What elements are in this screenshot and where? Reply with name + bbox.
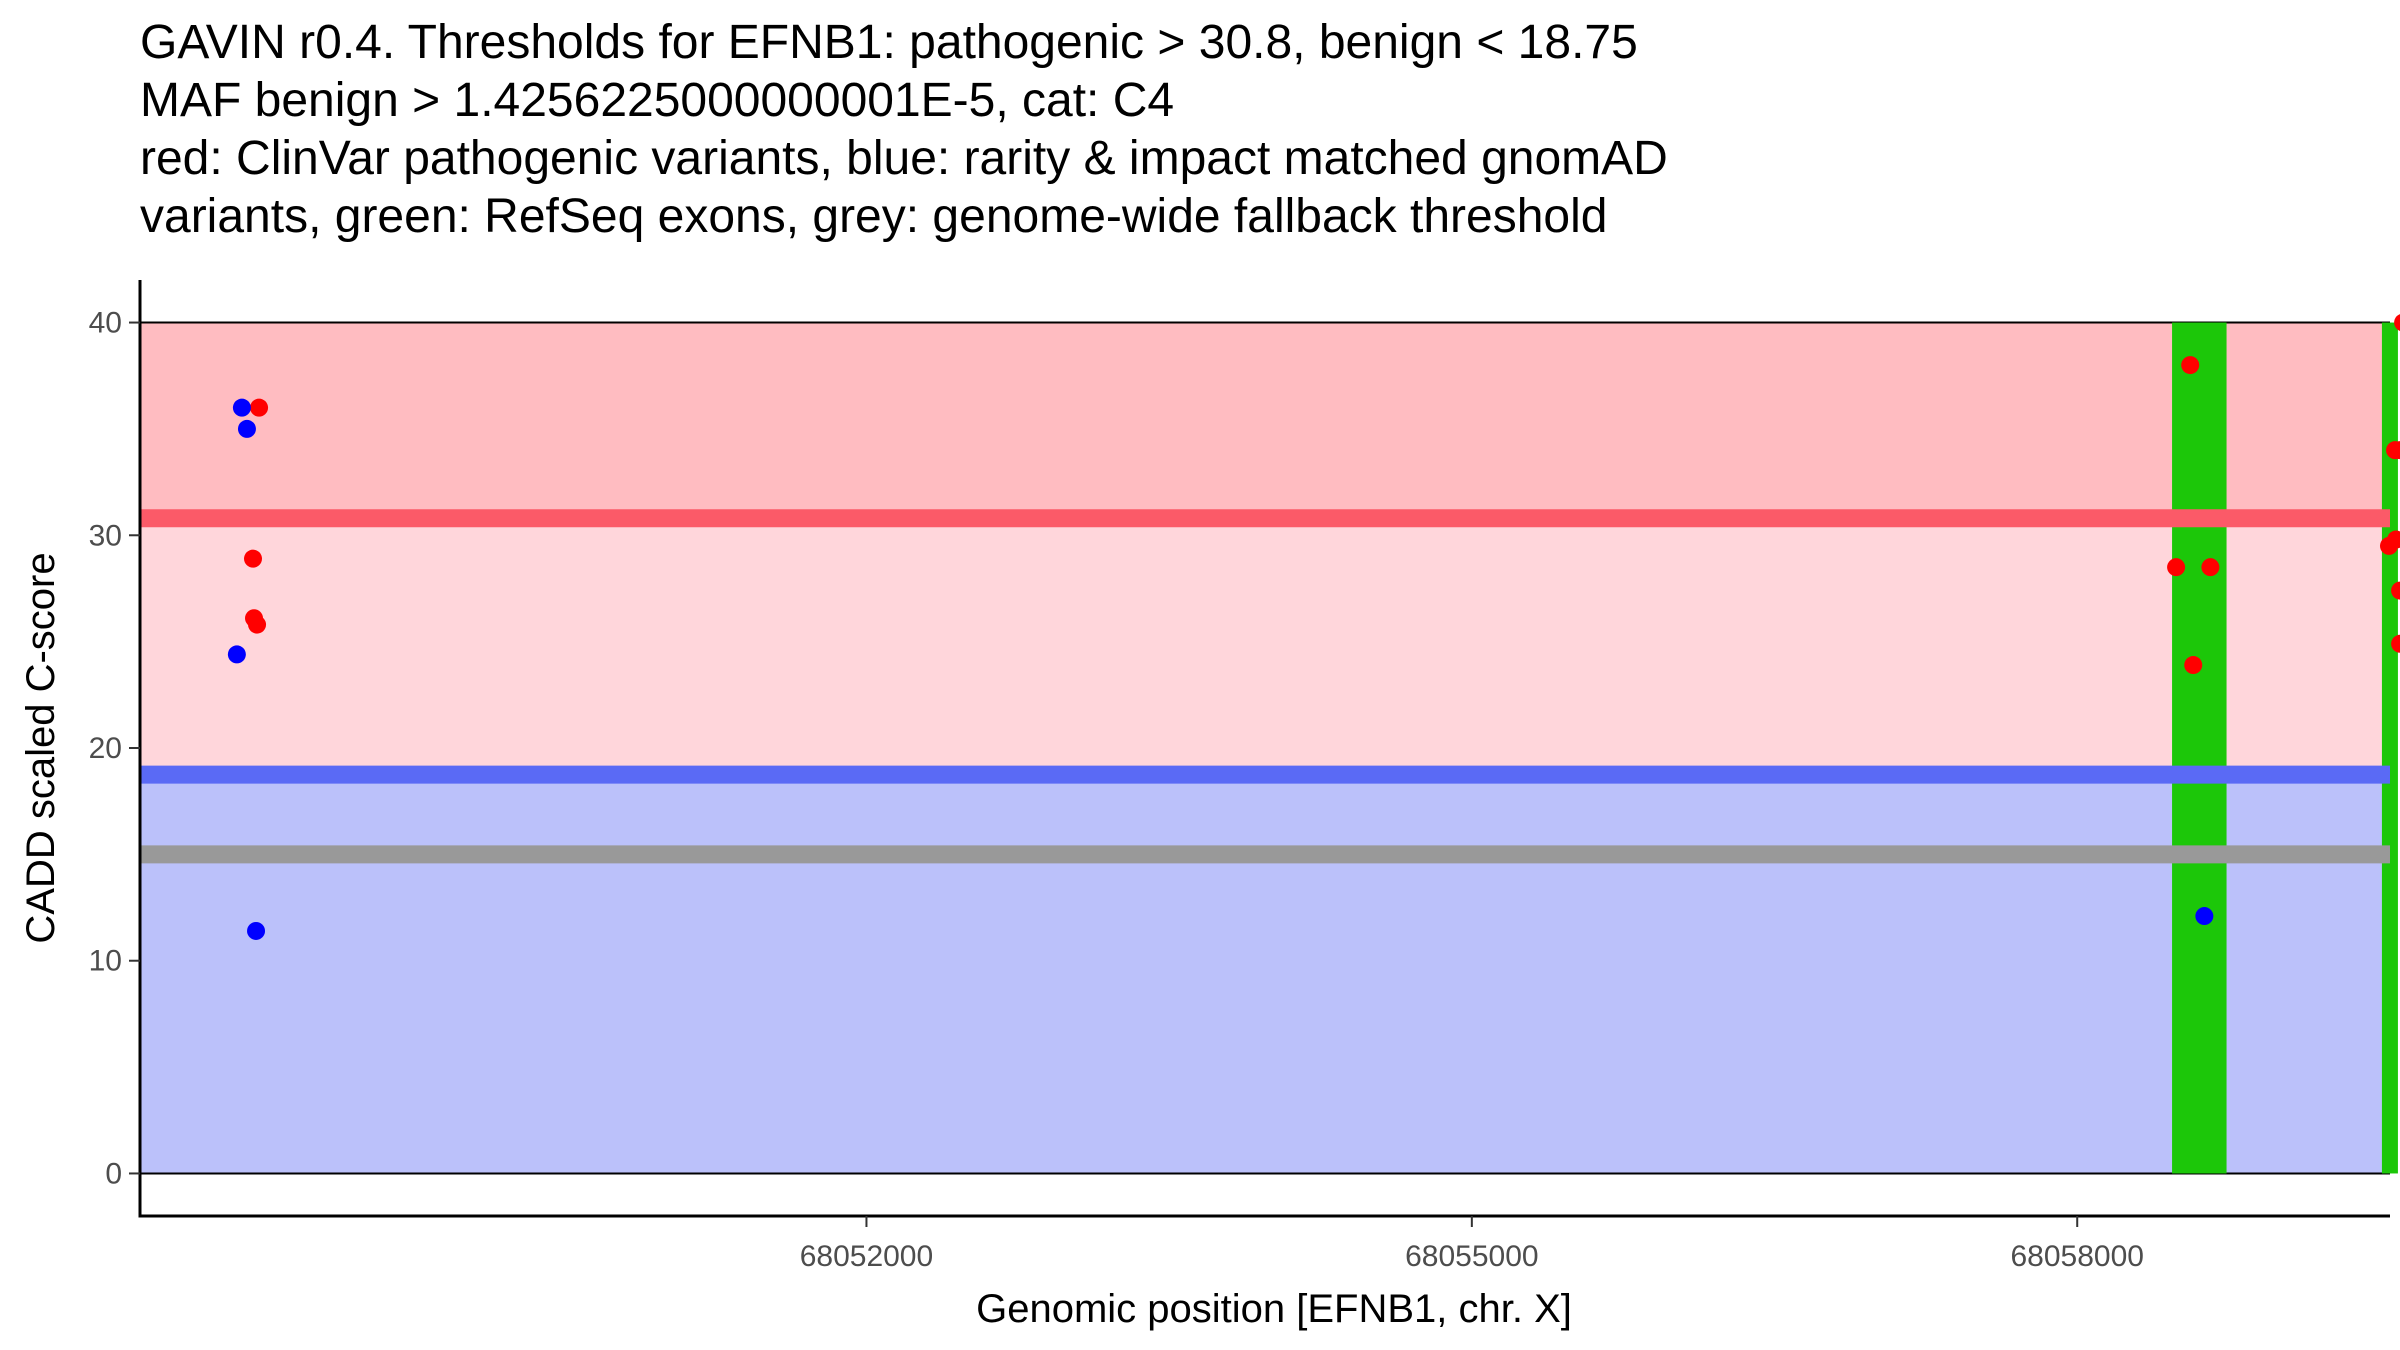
pathogenic-zone (140, 322, 2390, 519)
benign-zone (140, 774, 2390, 1174)
y-tick-label: 30 (89, 519, 122, 552)
clinvar-point (2184, 656, 2203, 675)
clinvar-point (248, 615, 267, 634)
middle-zone (140, 518, 2390, 775)
clinvar-point (2379, 536, 2398, 555)
y-tick-label: 40 (89, 307, 122, 340)
exon-regions (2172, 322, 2398, 1174)
clinvar-point (2391, 634, 2400, 653)
clinvar-point (2391, 441, 2400, 460)
x-tick-label: 68058000 (2010, 1240, 2143, 1273)
axis-ticks: 68052000 68055000 68058000 0 10 20 30 40 (89, 307, 2144, 1273)
clinvar-point (244, 549, 263, 568)
x-tick-label: 68052000 (800, 1240, 933, 1273)
clinvar-point (2181, 356, 2200, 375)
threshold-lines (140, 509, 2390, 864)
title-line-2: MAF benign > 1.4256225000000001E-5, cat:… (140, 74, 1175, 127)
gnomad-point (227, 645, 246, 664)
clinvar-point (2167, 558, 2186, 577)
gnomad-point (247, 921, 266, 940)
gnomad-point (237, 419, 256, 438)
chart-title: GAVIN r0.4. Thresholds for EFNB1: pathog… (140, 14, 2380, 246)
threshold-bands (140, 321, 2390, 1175)
x-axis-label: Genomic position [EFNB1, chr. X] (976, 1287, 1572, 1331)
gnomad-point (2195, 907, 2214, 926)
clinvar-point (250, 398, 269, 417)
exon-region-1 (2172, 322, 2227, 1174)
y-tick-label: 20 (89, 732, 122, 765)
y-tick-label: 0 (105, 1157, 122, 1190)
y-axis-label: CADD scaled C-score (19, 552, 63, 943)
x-tick-label: 68055000 (1405, 1240, 1538, 1273)
title-line-1: GAVIN r0.4. Thresholds for EFNB1: pathog… (140, 16, 1638, 69)
gnomad-point (232, 398, 251, 417)
clinvar-point (2394, 314, 2400, 331)
y-tick-label: 10 (89, 945, 122, 978)
data-points (227, 314, 2400, 940)
title-line-4: variants, green: RefSeq exons, grey: gen… (140, 190, 1608, 243)
title-line-3: red: ClinVar pathogenic variants, blue: … (140, 132, 1668, 185)
clinvar-point (2391, 581, 2400, 600)
clinvar-point (2201, 558, 2220, 577)
